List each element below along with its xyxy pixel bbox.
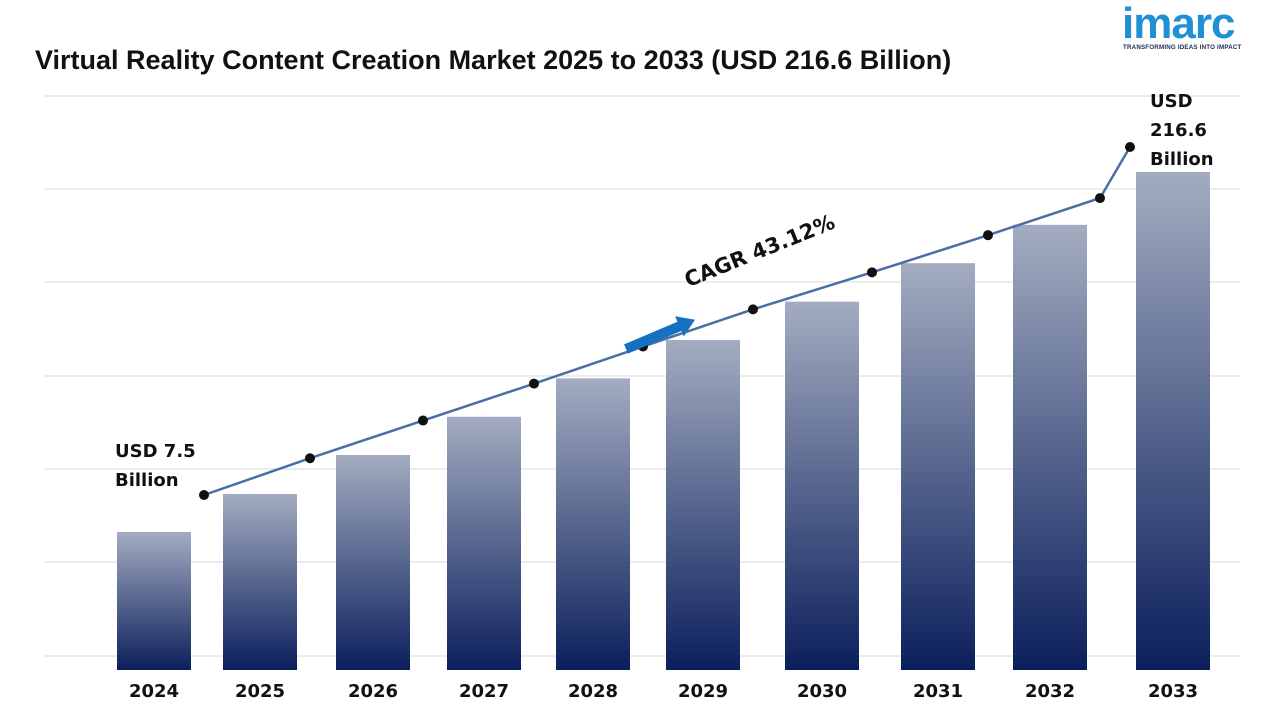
line-point-2030 <box>867 267 877 277</box>
x-tick-label-2025: 2025 <box>235 681 285 702</box>
bar-2025 <box>223 494 297 670</box>
bar-2029 <box>666 340 740 670</box>
bars-group <box>117 172 1210 670</box>
bar-2033 <box>1136 172 1210 670</box>
line-point-2025 <box>305 453 315 463</box>
x-tick-label-2024: 2024 <box>129 681 179 702</box>
line-point-2032 <box>1095 193 1105 203</box>
bar-2027 <box>447 417 521 670</box>
line-point-2029 <box>748 304 758 314</box>
x-tick-label-2029: 2029 <box>678 681 728 702</box>
bar-2026 <box>336 455 410 670</box>
bar-2032 <box>1013 225 1087 670</box>
x-tick-label-2031: 2031 <box>913 681 963 702</box>
x-tick-label-2032: 2032 <box>1025 681 1075 702</box>
start-value-annotation: USD 7.5 Billion <box>115 437 225 495</box>
bar-2030 <box>785 302 859 670</box>
x-tick-label-2033: 2033 <box>1148 681 1198 702</box>
bar-2031 <box>901 263 975 670</box>
x-tick-label-2026: 2026 <box>348 681 398 702</box>
line-point-2026 <box>418 416 428 426</box>
x-axis-labels: 2024 2025 2026 2027 2028 2029 2030 2031 2032 2033 <box>129 681 1198 702</box>
line-point-2033 <box>1125 142 1135 152</box>
x-tick-label-2027: 2027 <box>459 681 509 702</box>
bar-2028 <box>556 378 630 670</box>
x-tick-label-2028: 2028 <box>568 681 618 702</box>
bar-2024 <box>117 532 191 670</box>
end-value-annotation: USD 216.6 Billion <box>1150 87 1240 174</box>
line-point-2027 <box>529 379 539 389</box>
line-point-2031 <box>983 230 993 240</box>
x-tick-label-2030: 2030 <box>797 681 847 702</box>
